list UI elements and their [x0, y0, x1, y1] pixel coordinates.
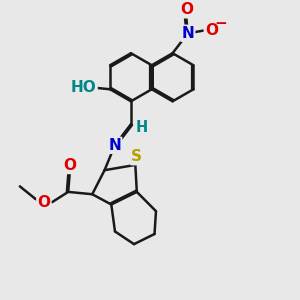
Text: O: O	[38, 195, 50, 210]
Text: O: O	[180, 2, 193, 17]
Text: HO: HO	[71, 80, 97, 95]
Text: O: O	[63, 158, 76, 173]
Text: O: O	[205, 23, 218, 38]
Text: N: N	[182, 26, 194, 41]
Text: N: N	[108, 138, 121, 153]
Text: S: S	[131, 149, 142, 164]
Text: H: H	[136, 120, 148, 135]
Text: −: −	[214, 16, 227, 32]
